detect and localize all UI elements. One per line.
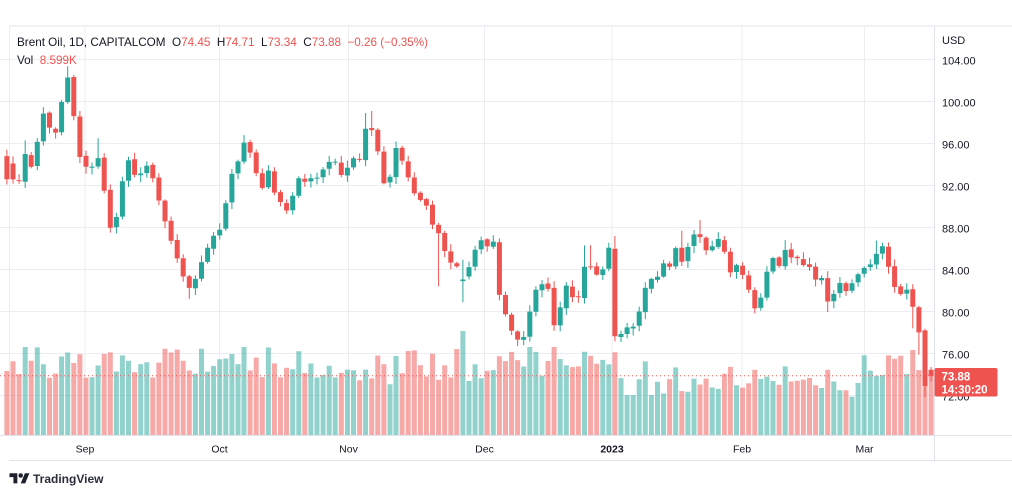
svg-text:Oct: Oct (211, 443, 227, 455)
svg-text:Dec: Dec (475, 443, 494, 455)
svg-text:96.00: 96.00 (942, 140, 970, 152)
svg-text:USD: USD (942, 35, 965, 47)
svg-text:14:30:20: 14:30:20 (942, 385, 988, 397)
svg-text:80.00: 80.00 (942, 308, 970, 320)
svg-text:100.00: 100.00 (942, 98, 976, 110)
svg-text:Feb: Feb (733, 443, 751, 455)
svg-text:Brent Oil, 1D, CAPITALCOM O74: Brent Oil, 1D, CAPITALCOM O74.45 H74.71 … (17, 36, 428, 49)
svg-text:104.00: 104.00 (942, 56, 976, 68)
svg-text:76.00: 76.00 (942, 350, 970, 362)
svg-text:73.88: 73.88 (942, 371, 971, 383)
svg-text:88.00: 88.00 (942, 224, 970, 236)
svg-text:Mar: Mar (855, 443, 874, 455)
svg-text:92.00: 92.00 (942, 182, 970, 194)
svg-text:84.00: 84.00 (942, 266, 970, 278)
svg-text:Vol 8.599K: Vol 8.599K (17, 54, 77, 67)
svg-text:Nov: Nov (339, 443, 358, 455)
svg-text:Sep: Sep (76, 443, 95, 455)
svg-text:2023: 2023 (600, 443, 624, 455)
svg-text:TradingView: TradingView (33, 472, 104, 486)
